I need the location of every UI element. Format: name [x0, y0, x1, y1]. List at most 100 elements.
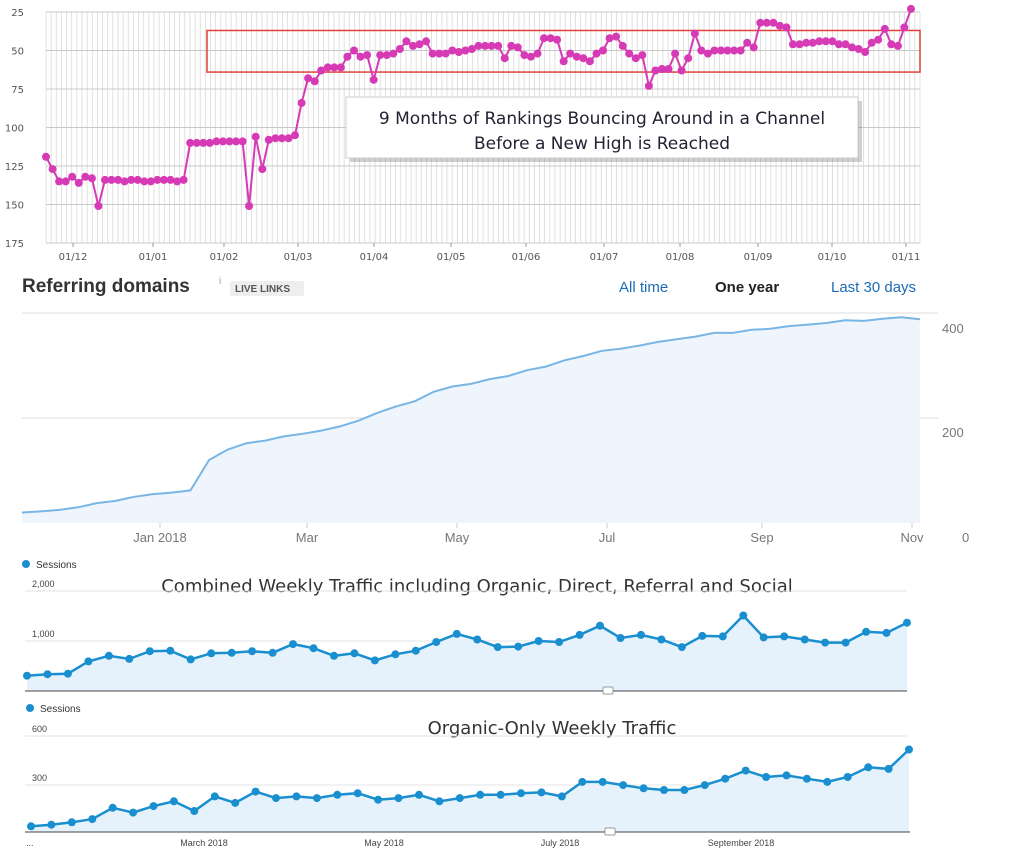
org-point — [251, 787, 260, 796]
org-point — [47, 820, 56, 829]
ranking-point — [834, 40, 843, 49]
ranking-point — [120, 177, 129, 186]
org-x-tick: ... — [26, 838, 34, 848]
ranking-point — [841, 40, 850, 49]
ranking-point — [68, 172, 77, 181]
ranking-point — [664, 65, 673, 73]
org-point — [210, 792, 219, 801]
ranking-point — [61, 177, 70, 186]
ranking-point — [199, 138, 208, 147]
comb-point — [309, 644, 318, 653]
ranking-y-tick: 175 — [5, 239, 24, 250]
comb-point — [166, 646, 175, 655]
ranking-point — [743, 38, 752, 47]
ranking-point — [192, 138, 201, 147]
ranking-x-tick: 01/01 — [139, 252, 168, 263]
org-point — [741, 766, 750, 775]
ranking-point — [513, 43, 522, 52]
annotation-line-2: Before a New High is Reached — [474, 134, 730, 154]
ranking-point — [415, 40, 424, 49]
ranking-point — [422, 37, 431, 46]
ranking-point — [900, 23, 909, 32]
org-point — [802, 774, 811, 783]
org-point — [455, 794, 464, 803]
org-point — [517, 789, 525, 798]
ranking-point — [651, 66, 660, 75]
ranking-point — [671, 49, 680, 58]
ranking-point — [441, 49, 450, 58]
info-icon[interactable]: i — [219, 276, 221, 287]
ranking-point — [717, 46, 725, 55]
comb-point — [227, 648, 236, 657]
organic-traffic-title: Organic-Only Weekly Traffic — [428, 718, 677, 739]
ranking-point — [81, 172, 90, 181]
ranking-point — [343, 52, 352, 61]
ranking-point — [264, 135, 273, 144]
comb-point — [555, 638, 564, 646]
comb-point — [575, 630, 584, 639]
ranking-x-tick: 01/11 — [892, 252, 921, 263]
ranking-point — [225, 137, 234, 146]
ranking-point — [133, 175, 142, 184]
org-x-tick: May 2018 — [364, 838, 404, 848]
ranking-point — [566, 49, 575, 58]
ranking-point — [356, 52, 365, 61]
annotation-toggle-icon[interactable] — [604, 827, 616, 836]
comb-point — [23, 671, 31, 680]
ranking-point — [861, 48, 870, 56]
org-y-tick: 300 — [32, 773, 47, 783]
comb-point — [596, 621, 604, 630]
organic-traffic-chart: Sessions Organic-Only Weekly Traffic 600… — [25, 704, 913, 848]
org-point — [476, 790, 485, 799]
ranking-point — [317, 66, 326, 75]
comb-point — [677, 643, 686, 652]
org-point — [231, 798, 240, 807]
sessions-legend-dot — [26, 704, 34, 712]
range-last-30-days-link[interactable]: Last 30 days — [831, 279, 916, 296]
org-point — [496, 790, 505, 799]
comb-point — [534, 637, 543, 645]
ranking-x-tick: 01/12 — [59, 252, 88, 263]
comb-point — [268, 648, 277, 657]
org-point — [108, 803, 117, 812]
comb-point — [473, 635, 482, 644]
org-point — [394, 794, 403, 803]
org-point — [312, 794, 321, 803]
live-links-badge: LIVE LINKS — [235, 284, 290, 295]
ranking-point — [887, 40, 896, 49]
org-point — [905, 745, 913, 754]
ranking-point — [520, 51, 529, 60]
ranking-point — [605, 34, 614, 43]
ranking-point — [736, 46, 745, 55]
ranking-x-tick: 01/09 — [744, 252, 773, 263]
annotation-toggle-icon[interactable] — [602, 686, 614, 695]
ranking-point — [546, 34, 555, 43]
ranking-point — [74, 178, 83, 187]
comb-y-tick: 1,000 — [32, 629, 55, 639]
ranking-y-axis: 25 50 75 100 125 150 175 — [5, 8, 24, 250]
org-point — [680, 786, 689, 794]
ranking-point — [277, 134, 286, 143]
org-point — [292, 792, 301, 801]
referring-domains-y-tick: 0 — [962, 530, 969, 545]
ranking-point — [828, 37, 837, 46]
comb-y-tick: 2,000 — [32, 579, 55, 589]
ranking-point — [658, 65, 666, 73]
ranking-point — [186, 138, 195, 147]
ranking-point — [638, 51, 647, 60]
ranking-point — [487, 41, 496, 50]
referring-domains-line — [21, 316, 921, 514]
range-one-year-link[interactable]: One year — [715, 279, 779, 296]
ranking-point — [428, 49, 437, 58]
ranking-point — [474, 41, 483, 50]
ranking-point — [205, 138, 214, 147]
org-point — [129, 808, 138, 817]
ranking-point — [880, 24, 889, 33]
ranking-point — [848, 43, 856, 52]
ranking-point — [762, 18, 771, 27]
org-x-tick: July 2018 — [541, 838, 580, 848]
range-all-time-link[interactable]: All time — [619, 279, 668, 296]
ranking-point — [592, 49, 601, 58]
comb-point — [330, 651, 338, 660]
